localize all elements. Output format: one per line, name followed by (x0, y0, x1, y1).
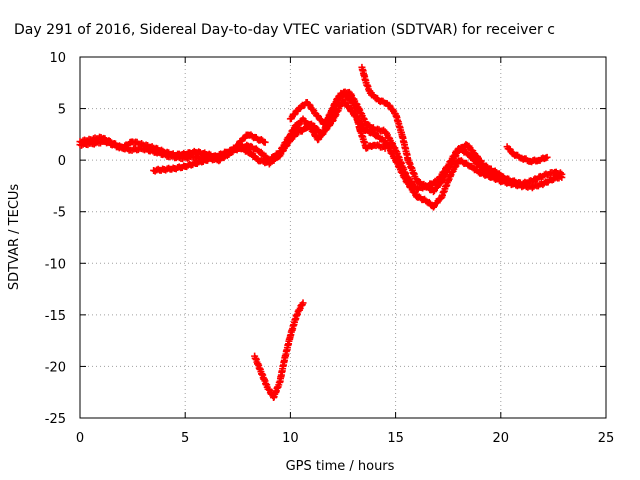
series-7 (358, 63, 505, 196)
data-point (323, 115, 331, 123)
series-6 (297, 97, 566, 211)
series-9 (251, 299, 307, 402)
data-point (556, 172, 564, 180)
data-point (429, 203, 437, 211)
data-point (497, 171, 505, 179)
y-tick-label: -5 (53, 206, 66, 221)
y-tick-label: 5 (58, 103, 66, 118)
series-3 (150, 121, 301, 175)
data-point (299, 299, 307, 307)
y-tick-label: 10 (49, 51, 66, 66)
data-point (351, 112, 359, 120)
x-tick-label: 10 (282, 431, 299, 446)
data-point (261, 138, 269, 146)
axis-ticks: 0 5 10 15 20 25 10 5 0 -5 -10 -15 -20 -25 (45, 51, 615, 446)
x-axis-label: GPS time / hours (286, 459, 395, 474)
x-tick-label: 15 (387, 431, 404, 446)
data-point (558, 173, 566, 181)
x-tick-label: 20 (493, 431, 510, 446)
data-series (76, 63, 566, 402)
data-point (309, 105, 317, 113)
y-tick-label: 0 (58, 154, 66, 169)
data-point (389, 106, 397, 114)
y-tick-label: -25 (45, 412, 66, 427)
x-tick-label: 0 (76, 431, 84, 446)
grid (80, 57, 606, 418)
y-tick-label: -10 (45, 257, 66, 272)
y-axis-label: SDTVAR / TECUs (7, 184, 22, 291)
x-tick-label: 25 (598, 431, 615, 446)
x-tick-label: 5 (181, 431, 189, 446)
y-tick-label: -15 (45, 309, 66, 324)
y-tick-label: -20 (45, 360, 66, 375)
plot-frame (79, 56, 607, 419)
chart-title: Day 291 of 2016, Sidereal Day-to-day VTE… (14, 22, 555, 38)
series-5 (286, 88, 566, 194)
series-8 (503, 143, 551, 166)
data-point (322, 126, 330, 134)
data-point (276, 148, 284, 156)
data-point (543, 153, 551, 161)
